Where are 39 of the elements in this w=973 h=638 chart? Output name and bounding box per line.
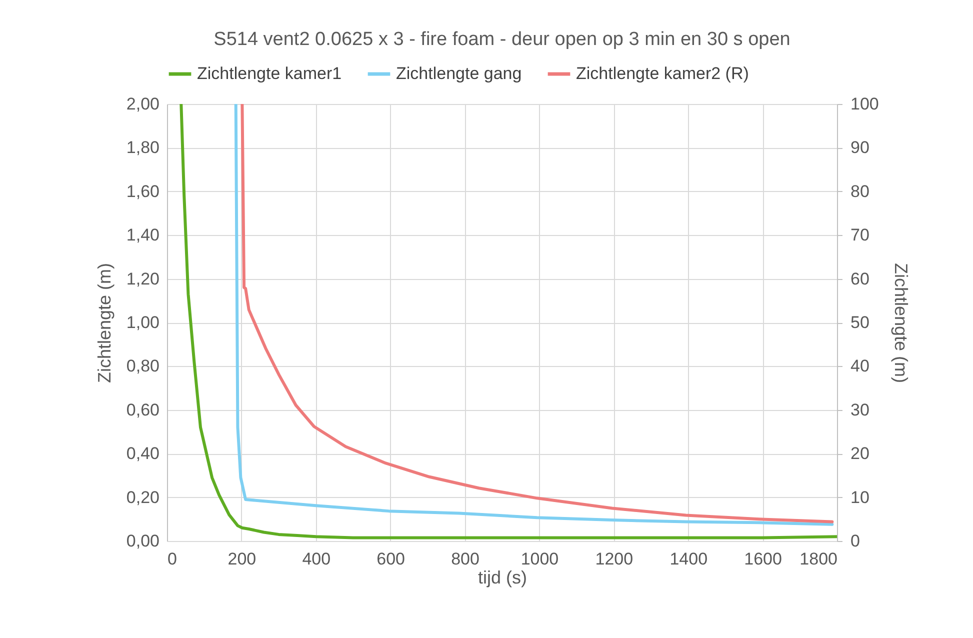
y2-tick-label: 30 bbox=[850, 400, 870, 420]
y-tick-label: 1,60 bbox=[126, 182, 160, 201]
legend-label: Zichtlengte kamer1 bbox=[197, 64, 342, 83]
x-tick-label: 400 bbox=[302, 550, 331, 568]
y-tick-label: 1,00 bbox=[126, 313, 160, 332]
y2-tick-label: 50 bbox=[850, 313, 870, 332]
legend-label: Zichtlengte kamer2 (R) bbox=[576, 64, 749, 83]
y-tick-label: 1,80 bbox=[126, 138, 160, 158]
y2-tick-label: 100 bbox=[850, 94, 879, 114]
y-tick-label: 0,80 bbox=[126, 356, 160, 376]
y-axis-title: Zichtlengte (m) bbox=[94, 262, 114, 384]
x-tick-label: 0 bbox=[168, 550, 177, 568]
y2-tick-label: 60 bbox=[850, 269, 870, 288]
x-tick-label: 1800 bbox=[800, 550, 838, 568]
y-tick-label: 0,40 bbox=[126, 444, 160, 464]
x-tick-label: 200 bbox=[228, 550, 256, 568]
x-tick-label: 600 bbox=[376, 550, 406, 568]
x-tick-label: 1200 bbox=[595, 550, 634, 568]
x-tick-label: 1600 bbox=[744, 550, 782, 568]
x-axis-title: tijd (s) bbox=[478, 568, 527, 588]
y2-tick-label: 40 bbox=[850, 356, 870, 376]
chart-title: S514 vent2 0.0625 x 3 - fire foam - deur open op 3 min en 30 s open bbox=[214, 29, 790, 50]
y2-tick-label: 0 bbox=[850, 532, 860, 550]
y-tick-label: 2,00 bbox=[126, 94, 160, 114]
y2-axis-title: Zichtlengte (m) bbox=[890, 262, 911, 384]
y2-tick-label: 80 bbox=[850, 182, 870, 201]
y-tick-label: 1,40 bbox=[126, 226, 160, 245]
y2-tick-label: 90 bbox=[850, 138, 870, 158]
y2-tick-label: 20 bbox=[850, 444, 870, 464]
y-tick-label: 0,20 bbox=[126, 488, 160, 507]
y2-tick-label: 70 bbox=[850, 226, 870, 245]
x-tick-label: 1400 bbox=[670, 550, 708, 568]
y2-tick-label: 10 bbox=[850, 488, 870, 507]
y-tick-label: 0,00 bbox=[126, 532, 160, 550]
x-tick-label: 1000 bbox=[520, 550, 559, 568]
y-tick-label: 1,20 bbox=[126, 269, 160, 288]
legend-label: Zichtlengte gang bbox=[396, 64, 522, 83]
y-tick-label: 0,60 bbox=[126, 400, 160, 420]
x-tick-label: 800 bbox=[451, 550, 480, 568]
